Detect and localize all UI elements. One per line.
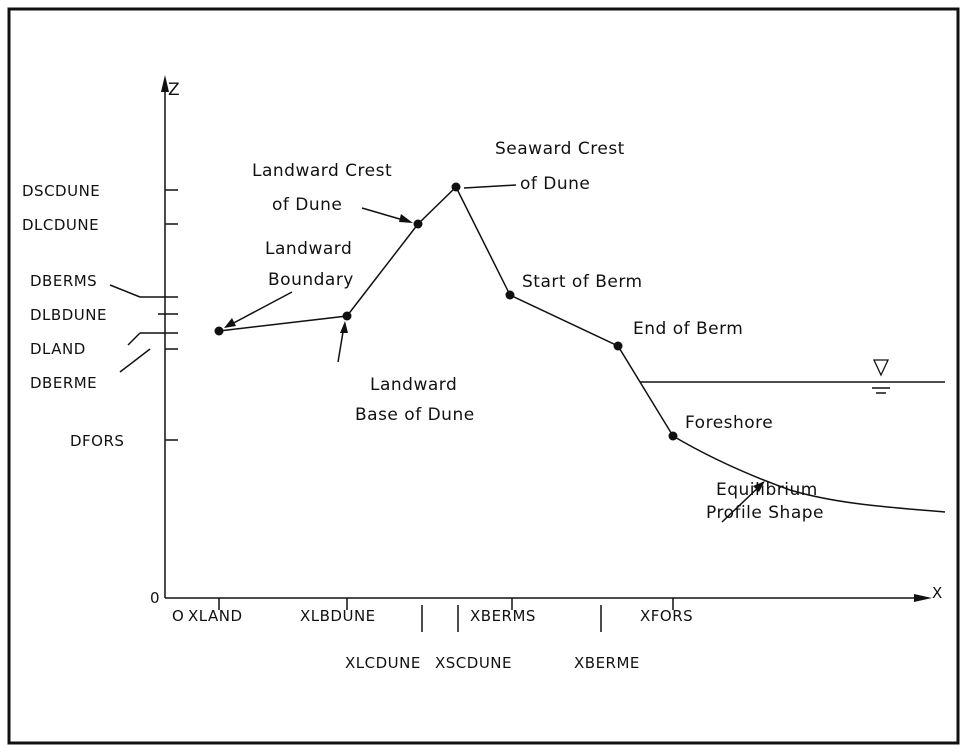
annotation: Start of Berm	[522, 272, 643, 292]
x-origin: O	[172, 607, 184, 625]
z-label: DBERMS	[30, 272, 97, 290]
pointer	[399, 214, 413, 223]
pointer	[721, 483, 763, 523]
annotation: Seaward Crest	[495, 139, 625, 159]
x-axis-label: X	[932, 584, 943, 602]
profile-points	[214, 182, 678, 441]
annotation: Landward	[370, 375, 457, 395]
x-label: XBERME	[574, 654, 640, 672]
x-label: XLCDUNE	[345, 654, 421, 672]
x-ticks	[218, 598, 674, 632]
annotation: Landward Crest	[252, 161, 392, 181]
z-arrow	[161, 75, 169, 92]
z-origin: 0	[150, 589, 160, 607]
annotation: of Dune	[520, 174, 590, 194]
pointer	[224, 318, 236, 328]
pointer	[463, 184, 517, 189]
annotation: of Dune	[272, 195, 342, 215]
annotation: Foreshore	[685, 413, 773, 433]
x-label: XBERMS	[470, 607, 536, 625]
x-arrow	[914, 594, 932, 602]
z-label: DFORS	[70, 432, 124, 450]
annotation: Profile Shape	[706, 503, 824, 523]
pointer	[227, 291, 293, 327]
frame	[7, 7, 960, 745]
pointer	[340, 321, 348, 333]
x-label: XLAND	[188, 607, 243, 625]
annotation: Equilibrium	[716, 480, 818, 500]
x-label: XFORS	[640, 607, 693, 625]
z-label: DBERME	[30, 374, 97, 392]
water-symbol	[872, 359, 890, 377]
z-label: DSCDUNE	[22, 182, 100, 200]
x-label: XSCDUNE	[435, 654, 512, 672]
profile	[218, 185, 946, 513]
z-label: DLBDUNE	[30, 306, 107, 324]
z-axis-label: Z	[168, 80, 180, 100]
z-ticks	[109, 189, 178, 441]
annotation: End of Berm	[633, 319, 743, 339]
annotation: Boundary	[268, 270, 354, 290]
pointer	[753, 481, 765, 492]
annotation: Landward	[265, 239, 352, 259]
z-label: DLAND	[30, 340, 86, 358]
annotation: Base of Dune	[355, 405, 475, 425]
x-label: XLBDUNE	[300, 607, 376, 625]
z-label: DLCDUNE	[22, 216, 99, 234]
